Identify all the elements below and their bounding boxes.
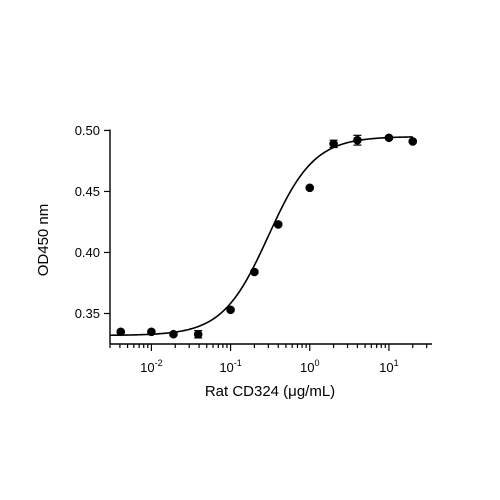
data-point bbox=[169, 329, 178, 339]
x-tick-label: 100 bbox=[300, 358, 319, 375]
data-point bbox=[305, 183, 315, 193]
data-point bbox=[273, 220, 283, 229]
x-axis-title: Rat CD324 (μg/mL) bbox=[205, 383, 335, 400]
data-points bbox=[116, 133, 418, 339]
x-tick-label: 10-2 bbox=[140, 358, 162, 375]
y-tick-label: 0.45 bbox=[75, 184, 100, 199]
x-tick-base: 10 bbox=[219, 360, 233, 375]
data-point bbox=[193, 329, 203, 339]
x-tick-exponent: -2 bbox=[155, 358, 163, 368]
x-tick-exponent: -1 bbox=[234, 358, 242, 368]
data-point bbox=[147, 327, 156, 337]
x-tick-label: 101 bbox=[379, 358, 398, 375]
x-tick-base: 10 bbox=[379, 360, 393, 375]
y-tick-label: 0.50 bbox=[75, 123, 100, 138]
y-tick-label: 0.35 bbox=[75, 306, 100, 321]
x-tick-exponent: 0 bbox=[314, 358, 319, 368]
data-point bbox=[250, 267, 259, 277]
fit-curve bbox=[109, 136, 413, 337]
x-axis-ticks: 10-2 10-1 100 101 bbox=[109, 344, 428, 375]
x-tick-base: 10 bbox=[300, 360, 314, 375]
y-tick-label: 0.40 bbox=[75, 245, 100, 260]
data-point bbox=[353, 135, 362, 145]
data-point bbox=[329, 139, 338, 149]
data-point bbox=[384, 133, 394, 143]
data-point bbox=[116, 327, 126, 337]
x-tick-base: 10 bbox=[140, 360, 154, 375]
data-point bbox=[226, 305, 235, 315]
x-tick-exponent: 1 bbox=[394, 358, 399, 368]
data-point bbox=[408, 137, 418, 146]
y-axis-title: OD450 nm bbox=[35, 204, 52, 277]
x-tick-label: 10-1 bbox=[219, 358, 241, 375]
y-axis-ticks: 0.35 0.40 0.45 0.50 bbox=[75, 123, 110, 321]
